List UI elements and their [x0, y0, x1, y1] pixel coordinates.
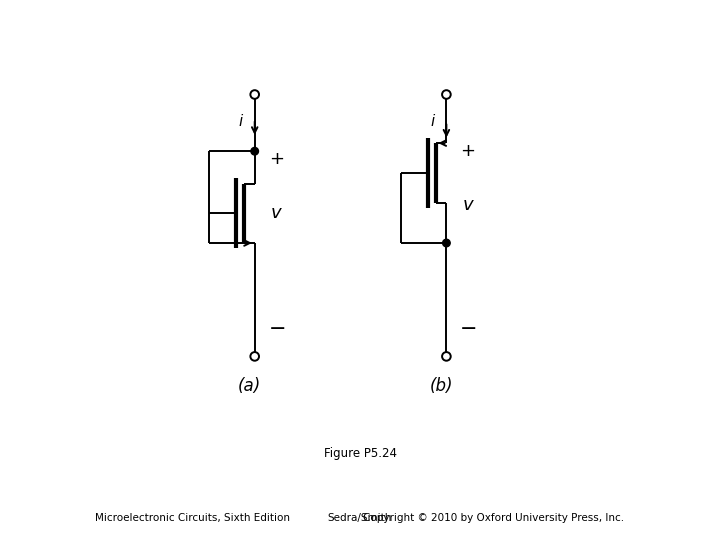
Text: $+$: $+$ [460, 142, 476, 160]
Text: Microelectronic Circuits, Sixth Edition: Microelectronic Circuits, Sixth Edition [95, 514, 290, 523]
Text: $i$: $i$ [238, 113, 244, 130]
Text: Copyright © 2010 by Oxford University Press, Inc.: Copyright © 2010 by Oxford University Pr… [364, 514, 625, 523]
Text: $i$: $i$ [430, 113, 436, 130]
Text: $v$: $v$ [270, 204, 283, 222]
Text: $-$: $-$ [268, 316, 285, 337]
Text: $+$: $+$ [269, 150, 284, 168]
Circle shape [251, 147, 258, 155]
Text: $v$: $v$ [462, 196, 474, 214]
Text: (b): (b) [429, 377, 453, 395]
Circle shape [443, 239, 450, 247]
Text: Sedra/Smith: Sedra/Smith [328, 514, 392, 523]
Text: (a): (a) [238, 377, 261, 395]
Text: $-$: $-$ [459, 316, 477, 337]
Text: Figure P5.24: Figure P5.24 [323, 447, 397, 460]
